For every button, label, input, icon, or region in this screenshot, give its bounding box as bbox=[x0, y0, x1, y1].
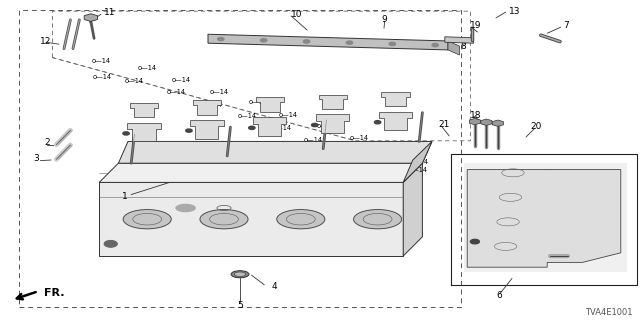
Text: o—14: o—14 bbox=[349, 135, 369, 141]
Circle shape bbox=[374, 121, 381, 124]
Text: o—14: o—14 bbox=[376, 158, 396, 164]
Polygon shape bbox=[464, 163, 627, 272]
Text: o—14: o—14 bbox=[204, 102, 223, 108]
Circle shape bbox=[123, 132, 129, 135]
Text: 6: 6 bbox=[497, 292, 502, 300]
Text: 10: 10 bbox=[291, 10, 303, 19]
Text: 16: 16 bbox=[570, 253, 582, 262]
Text: o—14: o—14 bbox=[238, 114, 257, 119]
Polygon shape bbox=[403, 163, 422, 256]
Circle shape bbox=[470, 239, 479, 244]
Polygon shape bbox=[253, 117, 287, 136]
Polygon shape bbox=[379, 112, 412, 130]
Polygon shape bbox=[99, 182, 403, 256]
Circle shape bbox=[389, 42, 396, 45]
Text: 15: 15 bbox=[548, 247, 559, 256]
Text: 13: 13 bbox=[509, 7, 520, 16]
Circle shape bbox=[186, 129, 192, 132]
Polygon shape bbox=[319, 95, 347, 109]
Polygon shape bbox=[403, 141, 432, 182]
Text: 17: 17 bbox=[532, 252, 543, 260]
Ellipse shape bbox=[176, 204, 195, 212]
Text: o—14: o—14 bbox=[316, 124, 335, 129]
Circle shape bbox=[346, 41, 353, 44]
Polygon shape bbox=[118, 141, 432, 163]
Text: 8: 8 bbox=[461, 42, 467, 51]
Text: 7: 7 bbox=[563, 21, 569, 30]
Polygon shape bbox=[255, 97, 284, 112]
Text: 3: 3 bbox=[34, 154, 39, 163]
Text: o—14: o—14 bbox=[125, 78, 144, 84]
Polygon shape bbox=[381, 92, 410, 106]
Text: o—14: o—14 bbox=[304, 137, 323, 143]
Text: o—14: o—14 bbox=[279, 112, 298, 117]
Circle shape bbox=[303, 40, 310, 43]
Circle shape bbox=[104, 241, 117, 247]
Polygon shape bbox=[445, 37, 474, 43]
Circle shape bbox=[432, 44, 438, 47]
Text: 11: 11 bbox=[104, 8, 116, 17]
Text: o—14: o—14 bbox=[166, 89, 186, 95]
Text: o—14: o—14 bbox=[384, 146, 403, 152]
Ellipse shape bbox=[234, 272, 246, 276]
Text: o—14: o—14 bbox=[210, 89, 229, 94]
Text: o—14: o—14 bbox=[93, 74, 112, 80]
Text: o—14: o—14 bbox=[342, 148, 361, 154]
Text: o—14: o—14 bbox=[138, 66, 157, 71]
Circle shape bbox=[218, 37, 224, 41]
Ellipse shape bbox=[231, 271, 249, 278]
Text: o—14: o—14 bbox=[172, 77, 191, 83]
Text: 15: 15 bbox=[569, 247, 580, 256]
Polygon shape bbox=[130, 103, 158, 117]
Text: 16: 16 bbox=[588, 248, 600, 257]
Text: 2: 2 bbox=[44, 138, 49, 147]
Text: TVA4E1001: TVA4E1001 bbox=[585, 308, 632, 317]
Ellipse shape bbox=[276, 210, 324, 229]
Polygon shape bbox=[467, 170, 621, 267]
Ellipse shape bbox=[353, 210, 402, 229]
Text: o—14: o—14 bbox=[92, 59, 111, 64]
Circle shape bbox=[248, 126, 255, 129]
Text: 21: 21 bbox=[438, 120, 450, 129]
Polygon shape bbox=[448, 41, 460, 55]
Polygon shape bbox=[99, 163, 422, 182]
Polygon shape bbox=[190, 120, 223, 139]
Text: FR.: FR. bbox=[44, 288, 64, 298]
Text: 12: 12 bbox=[40, 37, 51, 46]
Text: o—14: o—14 bbox=[410, 159, 429, 164]
Text: o—14: o—14 bbox=[248, 100, 268, 105]
Text: 19: 19 bbox=[470, 21, 482, 30]
Polygon shape bbox=[208, 34, 448, 50]
Text: o—14: o—14 bbox=[408, 167, 428, 172]
Text: 18: 18 bbox=[470, 111, 482, 120]
Text: o—14: o—14 bbox=[273, 125, 292, 131]
Polygon shape bbox=[193, 100, 221, 115]
Polygon shape bbox=[316, 115, 349, 133]
Text: 17: 17 bbox=[546, 247, 557, 256]
Ellipse shape bbox=[200, 210, 248, 229]
Text: 1: 1 bbox=[122, 192, 127, 201]
Text: 9: 9 bbox=[381, 15, 387, 24]
Text: 4: 4 bbox=[272, 282, 278, 291]
Ellipse shape bbox=[124, 210, 172, 229]
Polygon shape bbox=[127, 123, 161, 141]
Circle shape bbox=[312, 124, 318, 127]
Text: o—17: o—17 bbox=[474, 239, 493, 244]
Text: 20: 20 bbox=[530, 122, 541, 131]
Circle shape bbox=[260, 39, 267, 42]
Text: 5: 5 bbox=[237, 301, 243, 310]
